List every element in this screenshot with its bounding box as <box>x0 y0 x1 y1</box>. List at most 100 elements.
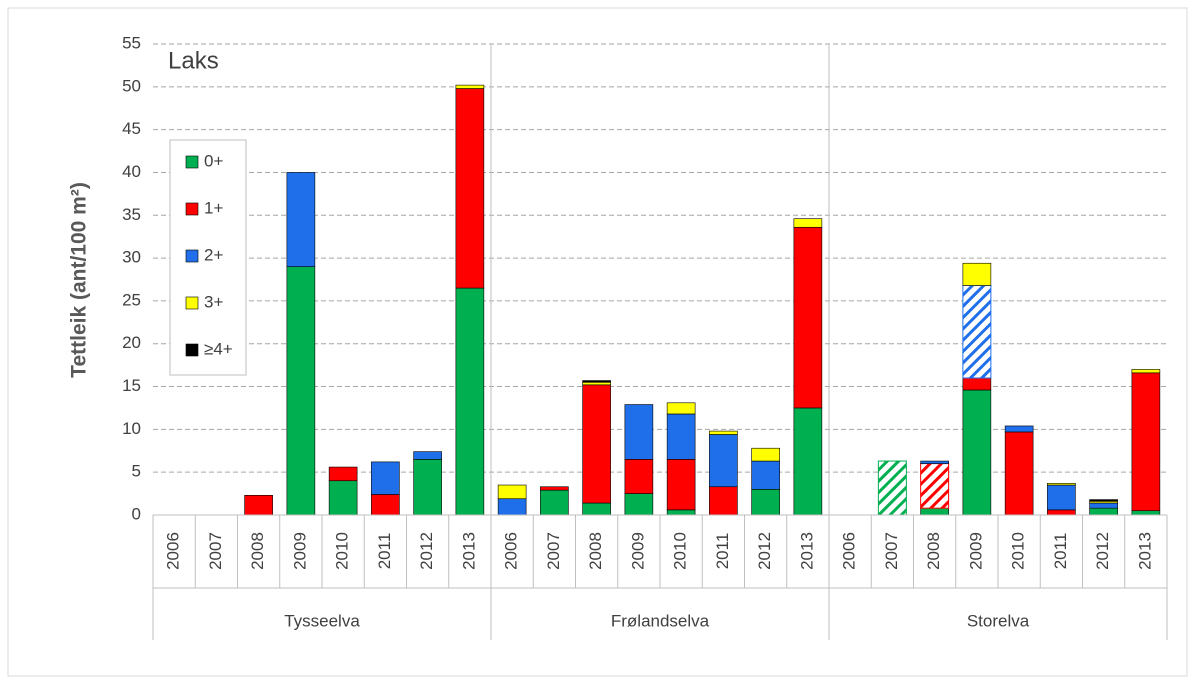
x-tick-label: 2008 <box>924 532 943 570</box>
legend-swatch <box>185 343 199 357</box>
bar-segment <box>793 226 823 409</box>
y-axis-label: Tettleik (ant/100 m²) <box>68 182 91 378</box>
bar-segment <box>244 495 273 516</box>
bar-segment <box>582 384 611 504</box>
bar-segment <box>328 466 358 482</box>
x-tick-label: 2011 <box>713 533 732 570</box>
x-tick-label: 2010 <box>671 532 690 570</box>
group-label: Storelva <box>967 611 1030 630</box>
x-tick-label: 2010 <box>333 532 352 570</box>
bar-segment <box>709 486 738 516</box>
bar-segment <box>371 461 400 495</box>
y-tick-label: 20 <box>122 333 141 352</box>
legend-label: 0+ <box>204 151 223 170</box>
bar-segment <box>624 493 654 516</box>
bar-segment <box>962 389 992 516</box>
bar-segment <box>877 460 907 516</box>
legend-swatch <box>185 296 199 310</box>
bar-segment <box>1089 499 1118 502</box>
bar-segment <box>666 402 696 415</box>
chart-title: Laks <box>168 47 219 74</box>
legend-swatch <box>185 155 199 169</box>
bar-segment <box>709 430 738 435</box>
x-tick-label: 2008 <box>248 532 267 570</box>
bar-segment <box>1047 483 1076 486</box>
bar-segment <box>413 451 442 460</box>
bar-segment <box>286 266 316 516</box>
x-tick-label: 2006 <box>502 532 521 570</box>
x-tick-label: 2009 <box>966 532 985 570</box>
bar-segment <box>371 494 400 516</box>
legend-swatch <box>185 202 199 216</box>
bar-segment <box>624 459 654 494</box>
bar-segment <box>1089 502 1118 509</box>
legend-label: 2+ <box>204 245 223 264</box>
x-tick-label: 2007 <box>882 532 901 570</box>
bar-segment <box>793 407 823 516</box>
bar-segment <box>582 502 611 516</box>
y-tick-label: 45 <box>122 119 141 138</box>
bar-segment <box>455 287 485 516</box>
bar-segment <box>751 460 780 490</box>
bar-segment <box>962 284 992 379</box>
bar-segment <box>1047 484 1076 511</box>
legend-swatch <box>185 249 199 263</box>
x-tick-label: 2012 <box>417 532 436 570</box>
x-tick-label: 2011 <box>375 533 394 570</box>
bar-segment <box>455 84 485 89</box>
x-tick-label: 2009 <box>290 532 309 570</box>
x-tick-label: 2013 <box>797 532 816 570</box>
y-tick-label: 40 <box>122 162 141 181</box>
bar-segment <box>1131 510 1161 516</box>
bar-segment <box>582 381 611 386</box>
bar-segment <box>962 377 992 391</box>
x-tick-label: 2008 <box>586 532 605 570</box>
bar-segment <box>328 480 358 516</box>
x-tick-label: 2012 <box>755 532 774 570</box>
bar-segment <box>540 486 569 491</box>
bar-segment <box>286 172 316 267</box>
bar-segment <box>1004 431 1034 516</box>
bar-segment <box>413 459 442 516</box>
y-tick-label: 35 <box>122 205 141 224</box>
bar-segment <box>751 447 780 462</box>
bar-segment <box>666 509 696 516</box>
x-tick-label: 2009 <box>628 532 647 570</box>
x-tick-label: 2006 <box>164 532 183 570</box>
bar-segment <box>920 463 950 509</box>
bar-segment <box>1004 425 1034 433</box>
bar-segment <box>666 459 696 511</box>
bar-segment <box>497 484 527 500</box>
legend-label: 1+ <box>204 198 223 217</box>
x-tick-label: 2010 <box>1009 532 1028 570</box>
y-tick-label: 10 <box>122 419 141 438</box>
bar-segment <box>920 460 949 464</box>
bar-segment <box>1047 509 1076 516</box>
bar-segment <box>709 434 738 488</box>
y-tick-label: 15 <box>122 376 141 395</box>
y-tick-label: 0 <box>132 504 141 523</box>
bar-segment <box>455 88 485 289</box>
bar-segment <box>582 380 611 383</box>
legend-label: ≥4+ <box>204 339 233 358</box>
legend-label: 3+ <box>204 292 223 311</box>
group-label: Tysseelva <box>284 611 360 630</box>
x-tick-label: 2012 <box>1093 532 1112 570</box>
x-tick-label: 2013 <box>459 532 478 570</box>
bar-segment <box>624 404 654 460</box>
y-tick-label: 5 <box>132 462 141 481</box>
bar-segment <box>666 413 696 460</box>
x-tick-label: 2013 <box>1135 532 1154 570</box>
bar-segment <box>751 489 780 516</box>
y-tick-label: 30 <box>122 248 141 267</box>
legend <box>169 139 247 376</box>
bar-segment <box>540 489 569 516</box>
bar-segment <box>1089 507 1118 516</box>
x-tick-label: 2006 <box>840 532 859 570</box>
bar-segment <box>920 507 949 516</box>
y-tick-label: 25 <box>122 290 141 309</box>
x-tick-label: 2007 <box>544 532 563 570</box>
group-label: Frølandselva <box>611 611 710 630</box>
bar-segment <box>1131 369 1161 374</box>
